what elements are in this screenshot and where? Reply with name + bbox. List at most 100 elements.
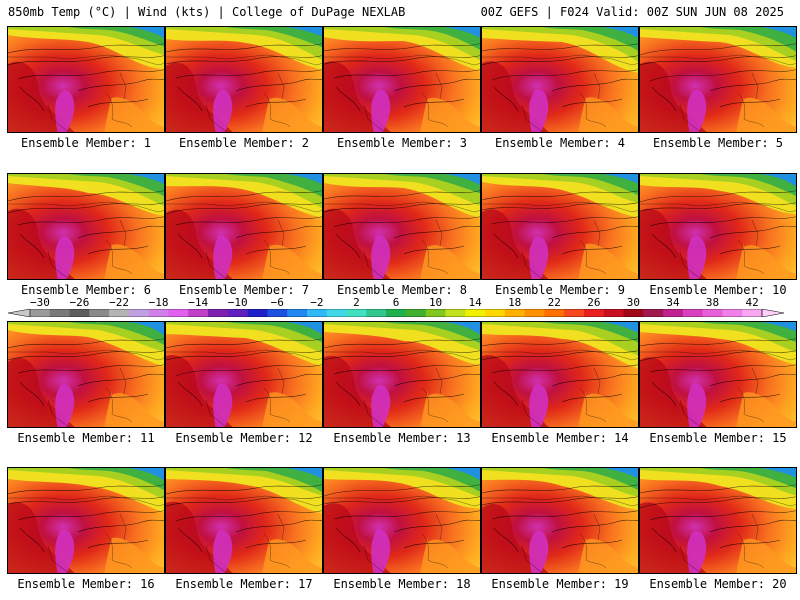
colorbar-bin — [208, 309, 229, 317]
ensemble-member-label: Ensemble Member: 3 — [336, 136, 468, 150]
ensemble-member-label: Ensemble Member: 9 — [494, 283, 626, 297]
colorbar-tick-label: −6 — [270, 296, 284, 309]
ensemble-member-label: Ensemble Member: 16 — [17, 577, 155, 591]
ensemble-member-map — [323, 26, 481, 133]
ensemble-member-map — [165, 26, 323, 133]
colorbar-tick-label: −14 — [188, 296, 209, 309]
colorbar-bin — [247, 309, 268, 317]
ensemble-member-map — [639, 26, 797, 133]
ensemble-member-map — [639, 321, 797, 428]
colorbar-bin — [742, 309, 763, 317]
ensemble-member-label: Ensemble Member: 1 — [20, 136, 152, 150]
colorbar-bin — [49, 309, 71, 317]
colorbar-bin — [267, 309, 288, 317]
colorbar-bin — [564, 309, 585, 317]
product-title: 850mb Temp (°C) | Wind (kts) | College o… — [8, 5, 406, 19]
colorbar-bin — [188, 309, 209, 317]
colorbar-tick-label: −10 — [227, 296, 248, 309]
ensemble-member-map — [7, 321, 165, 428]
colorbar-tick-label: −18 — [148, 296, 169, 309]
colorbar-bin — [386, 309, 407, 317]
ensemble-member-label: Ensemble Member: 2 — [178, 136, 310, 150]
colorbar-bin — [30, 309, 51, 317]
colorbar-tick-label: 10 — [428, 296, 443, 309]
ensemble-member-map — [481, 321, 639, 428]
colorbar-bin — [148, 309, 169, 317]
ensemble-member-map — [165, 321, 323, 428]
ensemble-member-map — [165, 173, 323, 280]
colorbar-tick-label: 34 — [666, 296, 680, 309]
temperature-colorbar — [8, 309, 784, 317]
ensemble-member-label: Ensemble Member: 13 — [333, 431, 471, 445]
ensemble-member-label: Ensemble Member: 7 — [178, 283, 310, 297]
ensemble-member-label: Ensemble Member: 10 — [649, 283, 787, 297]
colorbar-tick-label: −22 — [109, 296, 129, 309]
run-valid-time: 00Z GEFS | F024 Valid: 00Z SUN JUN 08 20… — [480, 5, 784, 19]
ensemble-member-map — [481, 26, 639, 133]
colorbar-max-arrow — [761, 309, 784, 317]
colorbar-bin — [682, 309, 704, 317]
ensemble-member-label: Ensemble Member: 17 — [175, 577, 313, 591]
ensemble-member-map — [7, 173, 165, 280]
colorbar-bin — [722, 309, 743, 317]
ensemble-member-map — [481, 467, 639, 574]
ensemble-member-map — [639, 467, 797, 574]
colorbar-bin — [485, 309, 506, 317]
ensemble-member-map — [165, 467, 323, 574]
colorbar-bin — [445, 309, 466, 317]
colorbar-bin — [702, 309, 723, 317]
colorbar-bin — [366, 309, 387, 317]
ensemble-member-map — [323, 467, 481, 574]
colorbar-tick-label: 2 — [353, 296, 360, 309]
colorbar-bin — [603, 309, 625, 317]
colorbar-bin — [69, 309, 90, 317]
colorbar-tick-label: −30 — [29, 296, 50, 309]
colorbar-bin — [643, 309, 664, 317]
ensemble-member-map — [481, 173, 639, 280]
colorbar-bin — [227, 309, 249, 317]
ensemble-member-label: Ensemble Member: 15 — [649, 431, 787, 445]
colorbar-bin — [306, 309, 328, 317]
ensemble-member-map — [7, 467, 165, 574]
colorbar-bin — [89, 309, 110, 317]
ensemble-member-label: Ensemble Member: 6 — [20, 283, 152, 297]
colorbar-tick-labels: −30 −26 −22 −18 −14 −10 −6 −2 2 6 10 14 18 22 26 30 34 38… — [0, 296, 800, 309]
colorbar-bin — [544, 309, 565, 317]
colorbar-tick-label: 38 — [705, 296, 720, 309]
ensemble-member-map — [323, 321, 481, 428]
colorbar-bin — [425, 309, 446, 317]
colorbar-tick-label: 14 — [468, 296, 482, 309]
header: 850mb Temp (°C) | Wind (kts) | College o… — [0, 0, 800, 22]
colorbar-bin — [287, 309, 308, 317]
ensemble-member-label: Ensemble Member: 12 — [175, 431, 313, 445]
ensemble-member-map — [7, 26, 165, 133]
ensemble-member-map — [639, 173, 797, 280]
ensemble-member-label: Ensemble Member: 18 — [333, 577, 471, 591]
colorbar-bin — [465, 309, 486, 317]
colorbar-bin — [346, 309, 367, 317]
colorbar-bin — [109, 309, 130, 317]
colorbar-outline — [29, 309, 763, 317]
ensemble-member-label: Ensemble Member: 19 — [491, 577, 629, 591]
ensemble-member-label: Ensemble Member: 14 — [491, 431, 629, 445]
colorbar-bin — [128, 309, 150, 317]
colorbar-bin — [583, 309, 605, 317]
ensemble-member-map — [323, 173, 481, 280]
colorbar-bin — [623, 309, 644, 317]
colorbar-bin — [326, 309, 348, 317]
colorbar-tick-label: 22 — [547, 296, 561, 309]
colorbar-bin — [405, 309, 427, 317]
ensemble-member-label: Ensemble Member: 8 — [336, 283, 468, 297]
colorbar-bin — [168, 309, 189, 317]
colorbar-tick-label: 6 — [392, 296, 400, 309]
colorbar-tick-label: −26 — [69, 296, 90, 309]
colorbar-tick-label: 30 — [626, 296, 641, 309]
colorbar-tick-label: 42 — [745, 296, 759, 309]
ensemble-member-label: Ensemble Member: 11 — [17, 431, 155, 445]
colorbar-bin — [524, 309, 545, 317]
ensemble-member-label: Ensemble Member: 4 — [494, 136, 626, 150]
colorbar-min-arrow — [8, 309, 31, 317]
colorbar-tick-label: 26 — [587, 296, 601, 309]
colorbar-tick-label: 18 — [508, 296, 522, 309]
colorbar-bin — [663, 309, 684, 317]
